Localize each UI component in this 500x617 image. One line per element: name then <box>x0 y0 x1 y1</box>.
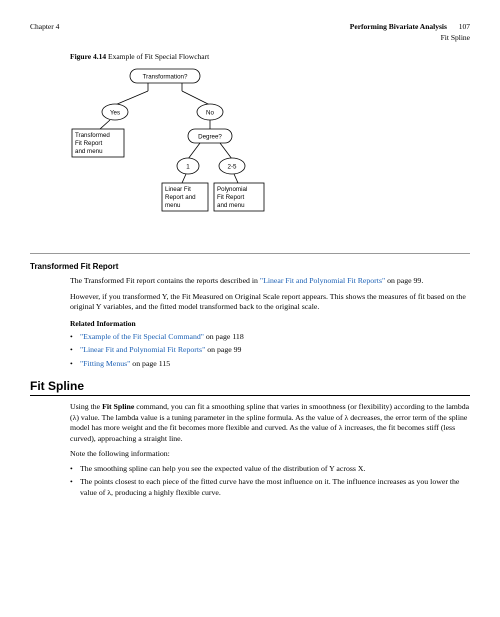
doc-title: Performing Bivariate Analysis <box>350 22 447 31</box>
page-header: Chapter 4 Performing Bivariate Analysis … <box>30 22 470 31</box>
heading-rule <box>30 395 470 396</box>
node-transformed-l3: and menu <box>75 148 103 155</box>
transformed-fit-heading: Transformed Fit Report <box>30 262 470 271</box>
list-item: The smoothing spline can help you see th… <box>70 464 470 475</box>
header-subtitle: Fit Spline <box>30 33 470 42</box>
list-item: "Linear Fit and Polynomial Fit Reports" … <box>70 345 470 356</box>
node-poly-l3: and menu <box>217 202 245 209</box>
tfr-p1: The Transformed Fit report contains the … <box>70 276 470 287</box>
tfr-p2: However, if you transformed Y, the Fit M… <box>70 292 470 313</box>
figure-caption: Figure 4.14 Example of Fit Special Flowc… <box>70 52 470 61</box>
node-linear-l3: menu <box>165 202 181 209</box>
related-list: "Example of the Fit Special Command" on … <box>70 332 470 370</box>
link-fitting-menus[interactable]: "Fitting Menus" <box>80 359 130 368</box>
list-item: "Example of the Fit Special Command" on … <box>70 332 470 343</box>
divider <box>30 253 470 254</box>
node-25: 2-5 <box>228 164 238 171</box>
node-linear-l2: Report and <box>165 194 196 201</box>
spline-p1: Using the Fit Spline command, you can fi… <box>70 402 470 444</box>
spline-note: Note the following information: <box>70 449 470 460</box>
node-transformation: Transformation? <box>143 74 188 81</box>
node-yes: Yes <box>110 110 120 117</box>
list-item: The points closest to each piece of the … <box>70 477 470 498</box>
link-linear-poly[interactable]: "Linear Fit and Polynomial Fit Reports" <box>260 276 385 285</box>
list-item: "Fitting Menus" on page 115 <box>70 359 470 370</box>
related-info-heading: Related Information <box>70 319 470 328</box>
flowchart: Transformation? Yes No Transformed Fit R… <box>70 67 470 245</box>
node-transformed-l2: Fit Report <box>75 140 102 147</box>
node-poly-l1: Polynomial <box>217 186 247 193</box>
link-linear-poly-2[interactable]: "Linear Fit and Polynomial Fit Reports" <box>80 345 205 354</box>
header-right: Performing Bivariate Analysis 107 <box>350 22 470 31</box>
node-poly-l2: Fit Report <box>217 194 244 201</box>
node-1: 1 <box>186 164 190 171</box>
chapter-label: Chapter 4 <box>30 22 59 31</box>
node-degree: Degree? <box>198 134 222 141</box>
node-transformed-l1: Transformed <box>75 132 110 139</box>
page-number: 107 <box>459 22 470 31</box>
figure-label: Figure 4.14 <box>70 52 106 61</box>
spline-list: The smoothing spline can help you see th… <box>70 464 470 499</box>
fit-spline-heading: Fit Spline <box>30 379 470 393</box>
link-example-fit-special[interactable]: "Example of the Fit Special Command" <box>80 332 204 341</box>
node-linear-l1: Linear Fit <box>165 186 191 193</box>
node-no: No <box>206 110 214 117</box>
